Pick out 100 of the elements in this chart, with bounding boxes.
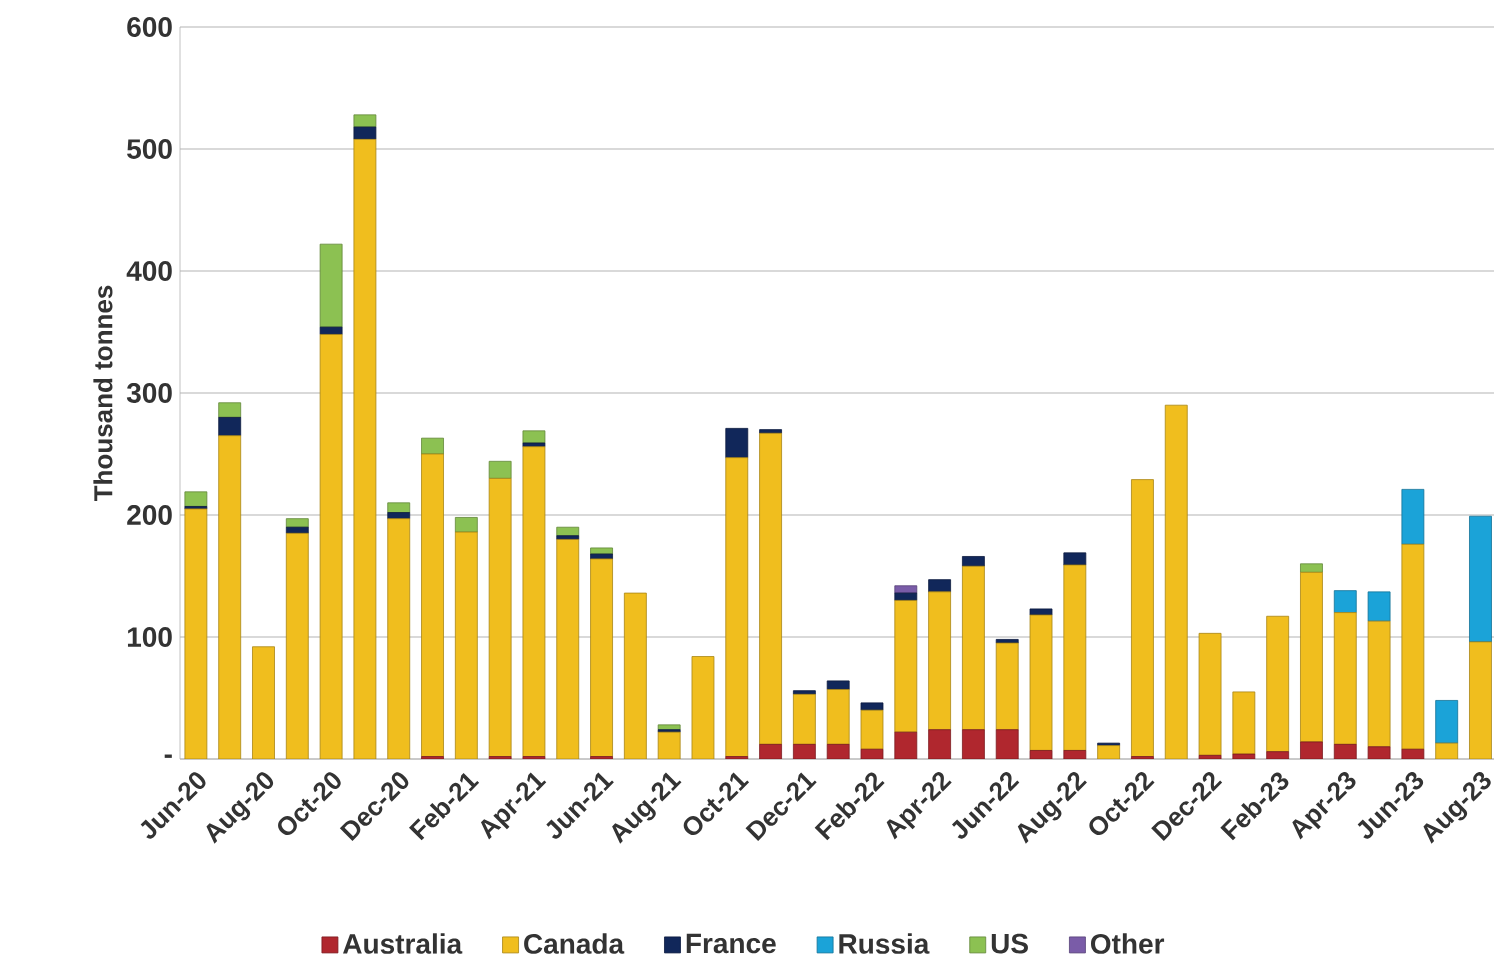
bar [522,430,546,444]
bar [826,689,850,745]
y-axis-title: Thousand tonnes [93,285,113,502]
bar [1333,743,1357,759]
bar [488,756,512,759]
bar [928,591,952,731]
bar [218,435,242,759]
bar [1198,754,1222,759]
y-tick-label: 200 [127,505,172,525]
bar [421,453,444,757]
bar [387,518,411,759]
bar [1232,753,1256,759]
legend-label: Russia [839,933,930,954]
bar [454,531,478,759]
bar [285,518,309,528]
bar [590,558,613,757]
bar [252,646,275,759]
bar [1401,488,1425,545]
bar [725,427,749,459]
bar [894,731,918,759]
bar [184,491,208,507]
bar [1367,591,1391,622]
bar [353,114,377,128]
bar [1300,571,1323,743]
bar [826,743,850,759]
bar [1401,543,1425,750]
bar [319,326,343,335]
bar [1333,590,1357,613]
bar [792,743,816,759]
bar [1029,614,1053,751]
bar [759,432,782,745]
bar [962,556,985,567]
bar [1198,632,1222,756]
bar [319,243,343,328]
bar [218,417,242,437]
bar [623,592,647,759]
bar [556,539,580,759]
bar [522,446,546,757]
bar [353,138,377,759]
bar [285,532,309,759]
bar [792,690,816,695]
y-tick-label: 300 [126,383,172,403]
bar [1063,552,1087,566]
bar [792,693,816,745]
y-tick-label: 400 [126,261,172,281]
bar [826,680,850,690]
bar [860,702,884,711]
bar [1029,608,1053,616]
bar [590,756,613,759]
bar [387,502,411,513]
bar [1367,746,1391,759]
bar [725,457,749,757]
bar [1131,756,1154,759]
bar [1097,742,1121,746]
bar [421,437,444,455]
bar [184,508,208,759]
bar [1300,563,1323,573]
bar [759,429,782,434]
bar [1131,479,1154,757]
legend-label: US [991,933,1028,954]
bar [962,729,985,759]
bar [1333,612,1357,745]
bar [725,756,749,759]
bar [522,756,546,759]
bar [1469,641,1492,759]
bar [1300,741,1323,759]
bar [218,402,242,418]
bar [1401,748,1425,759]
bar [657,729,681,733]
bar [556,535,580,540]
bar [319,334,343,759]
bar [1266,615,1290,753]
bar [759,743,782,759]
legend-label: Australia [343,933,463,954]
y-tick-label: 600 [127,17,172,37]
bar [928,579,952,593]
y-tick-label: 500 [127,139,172,159]
bar [995,642,1019,731]
legend-label: Other [1090,933,1165,954]
bar [1029,750,1053,759]
bar [1367,620,1391,748]
bar [421,756,444,759]
bar [522,442,546,448]
bar [1063,750,1087,759]
bar [454,517,478,533]
bar [962,565,985,731]
bar [1164,404,1188,759]
bar [894,600,918,733]
bar [691,656,715,759]
y-tick-label: - [164,754,172,758]
bar [353,126,377,140]
bar [995,729,1019,759]
y-tick-label: 100 [127,627,172,647]
bar [1435,700,1459,744]
bar [1063,564,1087,751]
bar [488,460,512,479]
bar [1469,515,1492,643]
bar [488,478,512,757]
legend-label: France [686,933,776,954]
bar [860,748,884,759]
